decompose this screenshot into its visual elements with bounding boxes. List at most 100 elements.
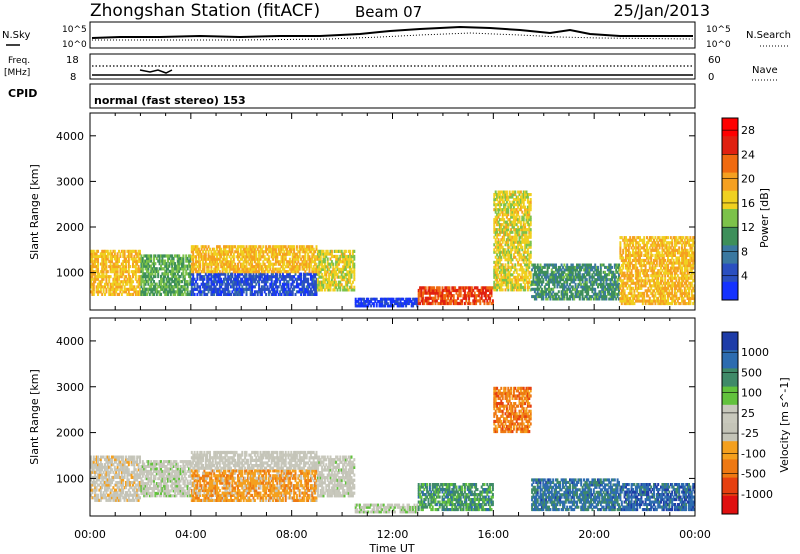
heatmap-cell bbox=[412, 297, 415, 301]
heatmap-cell bbox=[584, 295, 587, 299]
heatmap-cell bbox=[91, 267, 94, 271]
heatmap-cell bbox=[108, 292, 111, 296]
heatmap-cell bbox=[225, 252, 228, 256]
heatmap-cell bbox=[255, 252, 258, 256]
heatmap-cell bbox=[165, 277, 168, 281]
heatmap-cell bbox=[665, 253, 668, 257]
heatmap-cell bbox=[153, 287, 155, 291]
heatmap-cell bbox=[228, 275, 231, 279]
heatmap-cell bbox=[337, 275, 340, 279]
heatmap-cell bbox=[503, 213, 506, 217]
heatmap-cell bbox=[105, 277, 108, 281]
heatmap-cell bbox=[391, 300, 394, 303]
heatmap-cell bbox=[504, 205, 507, 209]
heatmap-cell bbox=[587, 263, 590, 267]
heatmap-cell bbox=[169, 259, 172, 263]
heatmap-cell bbox=[578, 275, 581, 279]
heatmap-cell bbox=[290, 290, 293, 294]
heatmap-cell bbox=[216, 257, 218, 261]
heatmap-cell bbox=[550, 292, 553, 296]
heatmap-cell bbox=[518, 203, 521, 207]
heatmap-cell bbox=[228, 270, 231, 274]
heatmap-cell bbox=[632, 248, 634, 252]
heatmap-cell bbox=[658, 294, 661, 298]
heatmap-cell bbox=[127, 287, 130, 291]
heatmap-cell bbox=[539, 290, 542, 294]
heatmap-cell bbox=[259, 287, 262, 291]
heatmap-cell bbox=[493, 223, 496, 227]
heatmap-cell bbox=[618, 292, 620, 296]
heatmap-cell bbox=[111, 252, 113, 256]
heatmap-cell bbox=[653, 294, 655, 298]
heatmap-cell bbox=[574, 273, 577, 277]
heatmap-cell bbox=[116, 262, 119, 266]
heatmap-cell bbox=[221, 270, 224, 274]
heatmap-cell bbox=[497, 193, 500, 197]
heatmap-cell bbox=[297, 257, 300, 261]
heatmap-cell bbox=[318, 252, 321, 256]
heatmap-cell bbox=[514, 198, 517, 202]
heatmap-cell bbox=[578, 297, 581, 301]
heatmap-cell bbox=[314, 257, 317, 261]
heatmap-cell bbox=[112, 277, 115, 281]
heatmap-cell bbox=[266, 280, 269, 284]
heatmap-cell bbox=[602, 263, 605, 267]
heatmap-cell bbox=[175, 290, 178, 294]
heatmap-cell bbox=[428, 288, 431, 293]
heatmap-cell bbox=[220, 250, 223, 254]
heatmap-cell bbox=[625, 258, 627, 262]
heatmap-cell bbox=[351, 254, 354, 259]
heatmap-cell bbox=[279, 275, 282, 279]
heatmap-cell bbox=[587, 292, 590, 296]
heatmap-cell bbox=[115, 275, 118, 279]
heatmap-cell bbox=[169, 269, 172, 273]
heatmap-cell bbox=[169, 254, 172, 258]
heatmap-cell bbox=[160, 254, 162, 258]
heatmap-cell bbox=[651, 246, 654, 250]
heatmap-cell bbox=[505, 230, 508, 234]
heatmap-cell bbox=[444, 301, 447, 306]
heatmap-cell bbox=[583, 282, 585, 286]
heatmap-cell bbox=[267, 260, 270, 264]
heatmap-cell bbox=[258, 287, 261, 291]
heatmap-cell bbox=[227, 282, 230, 286]
heatmap-cell bbox=[641, 264, 644, 268]
heatmap-cell bbox=[281, 290, 284, 294]
heatmap-cell bbox=[657, 281, 660, 285]
heatmap-cell bbox=[307, 292, 310, 296]
heatmap-cell bbox=[238, 280, 241, 284]
heatmap-cell bbox=[213, 282, 216, 286]
heatmap-cell bbox=[543, 263, 546, 267]
heatmap-cell bbox=[431, 301, 434, 306]
heatmap-cell bbox=[276, 267, 279, 271]
heatmap-cell bbox=[500, 255, 503, 259]
heatmap-cell bbox=[244, 247, 247, 251]
heatmap-cell bbox=[601, 263, 604, 267]
heatmap-cell bbox=[260, 270, 263, 274]
heatmap-cell bbox=[335, 283, 338, 287]
heatmap-cell bbox=[97, 290, 99, 294]
heatmap-cell bbox=[637, 271, 640, 275]
heatmap-cell bbox=[512, 190, 515, 194]
heatmap-cell bbox=[126, 282, 129, 286]
heatmap-cell bbox=[92, 287, 95, 291]
heatmap-cell bbox=[658, 274, 661, 278]
heatmap-cell bbox=[91, 277, 94, 281]
heatmap-cell bbox=[466, 291, 469, 295]
heatmap-cell bbox=[497, 210, 500, 214]
heatmap-cell bbox=[333, 288, 336, 292]
heatmap-cell bbox=[497, 280, 500, 284]
heatmap-cell bbox=[538, 273, 541, 277]
heatmap-cell bbox=[127, 277, 130, 281]
heatmap-cell bbox=[503, 255, 506, 259]
heatmap-cell bbox=[193, 265, 196, 269]
heatmap-cell bbox=[151, 290, 154, 294]
heatmap-cell bbox=[528, 243, 531, 247]
heatmap-cell bbox=[504, 265, 507, 269]
heatmap-cell bbox=[305, 260, 308, 264]
heatmap-cell bbox=[613, 287, 616, 291]
heatmap-cell bbox=[213, 247, 216, 251]
heatmap-cell bbox=[655, 271, 658, 275]
heatmap-cell bbox=[349, 278, 352, 282]
heatmap-cell bbox=[197, 267, 200, 271]
